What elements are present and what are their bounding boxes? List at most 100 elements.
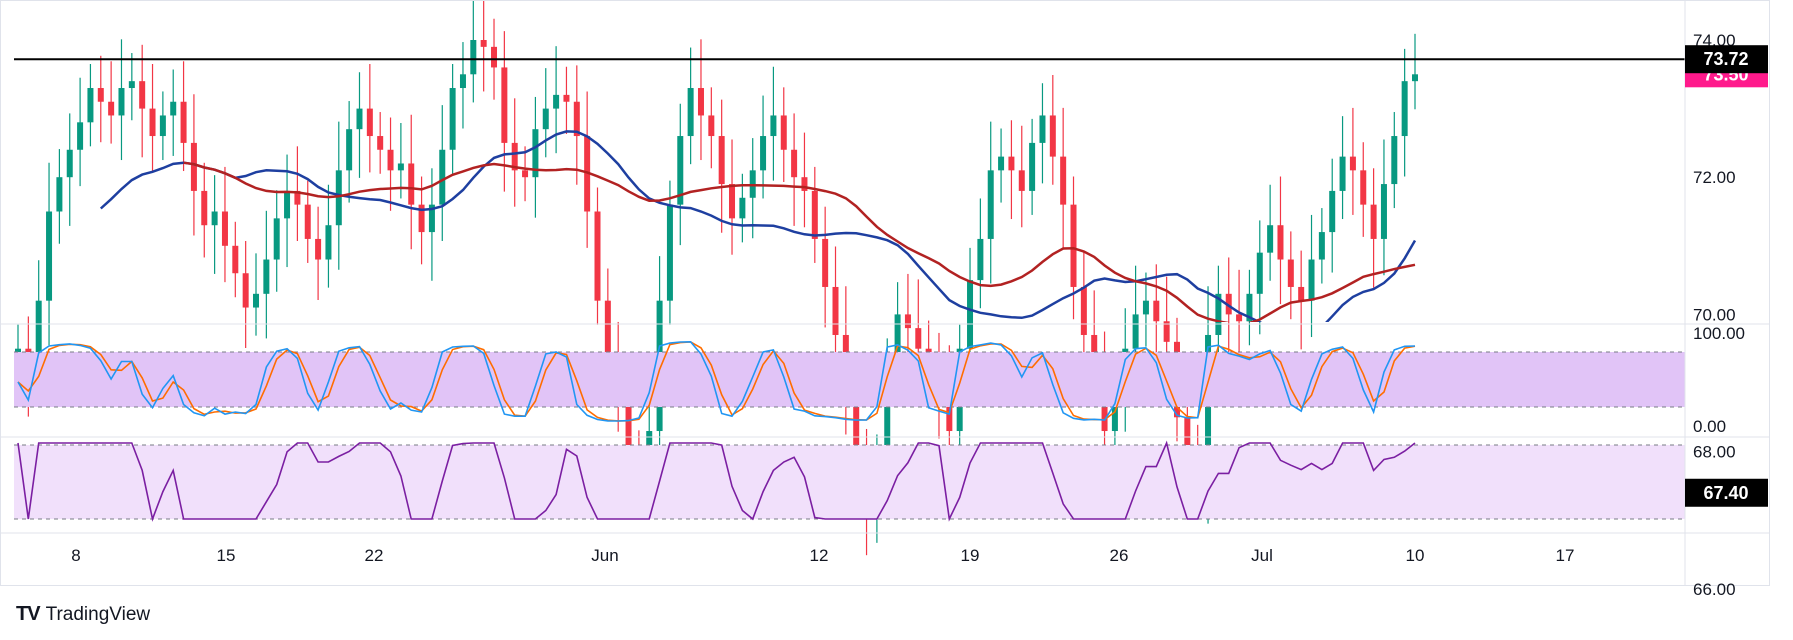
candle-body <box>459 74 466 89</box>
candle-body <box>1018 170 1025 191</box>
candle-body <box>894 314 901 363</box>
rsi-band <box>14 445 1685 519</box>
candle-body <box>708 115 715 137</box>
x-tick-label: 22 <box>365 546 384 565</box>
candle-body <box>1236 314 1243 322</box>
stochastic-pane[interactable] <box>14 340 1685 422</box>
candle-body <box>904 314 911 329</box>
candle-body <box>190 142 197 191</box>
rsi-line <box>17 440 1416 522</box>
candle-body <box>273 218 280 260</box>
sma-slow-line <box>183 161 1416 322</box>
candle-body <box>915 328 922 349</box>
level-price-tag <box>1685 478 1768 507</box>
candle-body <box>377 136 384 150</box>
price-tick-label: 70.00 <box>1693 305 1736 324</box>
candle-body <box>666 204 673 301</box>
candle-body <box>304 204 311 239</box>
x-tick-label: 8 <box>71 546 80 565</box>
stochastic-band <box>14 352 1685 407</box>
candle-body <box>159 115 166 137</box>
candle-body <box>449 88 456 150</box>
candle-body <box>180 101 187 143</box>
candle-body <box>770 115 777 137</box>
candle-body <box>284 190 291 219</box>
candle-body <box>108 101 115 116</box>
candle-body <box>625 403 632 459</box>
candle-body <box>1111 403 1118 432</box>
candle-body <box>170 101 177 116</box>
candle-body <box>697 88 704 116</box>
candle-body <box>1391 136 1398 185</box>
candle-body <box>346 129 353 171</box>
stochastic-tick-bottom: 0.00 <box>1693 417 1726 436</box>
candle-body <box>967 280 974 349</box>
price-pane[interactable] <box>14 0 1685 556</box>
candle-body <box>739 197 746 219</box>
candle-body <box>480 40 487 47</box>
candle-body <box>760 136 767 171</box>
candle-body <box>1163 321 1170 342</box>
candle-body <box>408 163 415 205</box>
level-price-label: 73.72 <box>1703 49 1748 69</box>
level-price-tag <box>1685 45 1768 74</box>
rsi-pane[interactable] <box>14 440 1685 522</box>
candle-body <box>232 245 239 274</box>
candle-body <box>1360 170 1367 205</box>
price-tick-label: 66.00 <box>1693 580 1736 599</box>
candle-body <box>718 136 725 185</box>
candle-body <box>242 273 249 308</box>
candle-body <box>1287 259 1294 287</box>
candle-body <box>553 94 560 109</box>
candle-body <box>1080 286 1087 335</box>
candle-body <box>594 211 601 301</box>
candle-body <box>884 362 891 480</box>
candle-body <box>1267 225 1274 253</box>
candle-body <box>1184 417 1191 466</box>
candle-body <box>97 88 104 102</box>
candle-body <box>811 190 818 239</box>
candle-body <box>46 211 53 301</box>
sma-fast-line <box>99 130 1417 322</box>
candle-body <box>729 184 736 219</box>
candle-body <box>387 149 394 171</box>
candle-body <box>1339 156 1346 191</box>
candle-body <box>149 108 156 137</box>
candle-body <box>1091 334 1098 356</box>
candle-body <box>780 115 787 150</box>
chart-frame <box>0 0 1770 586</box>
candle-body <box>1370 204 1377 239</box>
candle-body <box>1329 190 1336 233</box>
candle-body <box>1215 293 1222 335</box>
candle-body <box>87 88 94 123</box>
candle-body <box>1029 142 1036 191</box>
candle-body <box>491 46 498 68</box>
candle-body <box>987 170 994 239</box>
price-tick-label: 72.00 <box>1693 168 1736 187</box>
tradingview-logo-icon: TV <box>16 603 41 625</box>
candle-body <box>801 177 808 191</box>
candle-body <box>253 293 260 308</box>
candle-body <box>325 225 332 260</box>
price-tick-label: 68.00 <box>1693 443 1736 462</box>
candle-body <box>211 211 218 226</box>
tradingview-logo[interactable]: TV TradingView <box>16 603 150 626</box>
stochastic-k-line <box>17 340 1416 422</box>
x-tick-label: 26 <box>1110 546 1129 565</box>
candle-body <box>1060 156 1067 205</box>
x-tick-label: 19 <box>961 546 980 565</box>
candle-body <box>263 259 270 294</box>
candle-body <box>418 204 425 233</box>
candle-body <box>439 149 446 205</box>
candle-body <box>1070 204 1077 287</box>
candle-body <box>791 149 798 178</box>
candle-body <box>1401 81 1408 137</box>
candle-body <box>128 81 135 89</box>
candle-body <box>542 108 549 130</box>
candle-body <box>118 88 125 116</box>
candle-body <box>77 122 84 150</box>
x-tick-label: 17 <box>1556 546 1575 565</box>
candle-body <box>139 81 146 109</box>
